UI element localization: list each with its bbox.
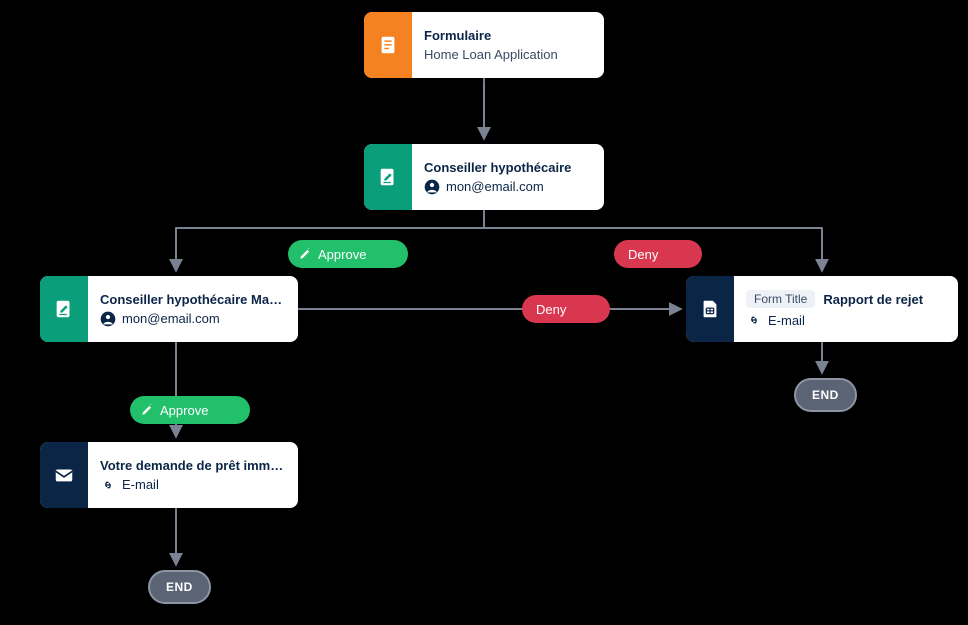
flowchart-canvas: Formulaire Home Loan Application Conseil… bbox=[0, 0, 968, 625]
end-badge-1: END bbox=[794, 378, 857, 412]
node-report[interactable]: Form Title Rapport de rejet E-mail bbox=[686, 276, 958, 342]
node-email-title: Votre demande de prêt immo... bbox=[100, 458, 284, 473]
node-approval-2[interactable]: Conseiller hypothécaire Man... mon@email… bbox=[40, 276, 298, 342]
node-approval-1-email: mon@email.com bbox=[424, 179, 590, 195]
node-approval-1[interactable]: Conseiller hypothécaire mon@email.com bbox=[364, 144, 604, 210]
deny-pill-1-label: Deny bbox=[628, 247, 658, 262]
deny-pill-1[interactable]: Deny bbox=[614, 240, 702, 268]
node-report-title: Rapport de rejet bbox=[823, 292, 923, 307]
approve-pill-2-label: Approve bbox=[160, 403, 208, 418]
link-icon bbox=[100, 477, 116, 493]
node-email[interactable]: Votre demande de prêt immo... E-mail bbox=[40, 442, 298, 508]
signature-icon bbox=[40, 276, 88, 342]
user-icon bbox=[100, 311, 116, 327]
pen-icon bbox=[140, 403, 154, 417]
deny-pill-2[interactable]: Deny bbox=[522, 295, 610, 323]
pen-icon bbox=[298, 247, 312, 261]
envelope-icon bbox=[40, 442, 88, 508]
node-form-subtitle: Home Loan Application bbox=[424, 47, 590, 62]
deny-pill-2-label: Deny bbox=[536, 302, 566, 317]
node-form[interactable]: Formulaire Home Loan Application bbox=[364, 12, 604, 78]
node-approval-1-title: Conseiller hypothécaire bbox=[424, 160, 590, 175]
approve-pill-2[interactable]: Approve bbox=[130, 396, 250, 424]
node-approval-2-email: mon@email.com bbox=[100, 311, 284, 327]
report-icon bbox=[686, 276, 734, 342]
user-icon bbox=[424, 179, 440, 195]
node-form-title: Formulaire bbox=[424, 28, 590, 43]
end-badge-2: END bbox=[148, 570, 211, 604]
approve-pill-1[interactable]: Approve bbox=[288, 240, 408, 268]
link-icon bbox=[746, 312, 762, 328]
approve-pill-1-label: Approve bbox=[318, 247, 366, 262]
signature-icon bbox=[364, 144, 412, 210]
node-report-header: Form Title Rapport de rejet bbox=[746, 290, 944, 308]
node-email-link: E-mail bbox=[100, 477, 284, 493]
form-icon bbox=[364, 12, 412, 78]
node-approval-2-title: Conseiller hypothécaire Man... bbox=[100, 292, 284, 307]
form-title-chip: Form Title bbox=[746, 290, 815, 308]
node-report-link: E-mail bbox=[746, 312, 944, 328]
